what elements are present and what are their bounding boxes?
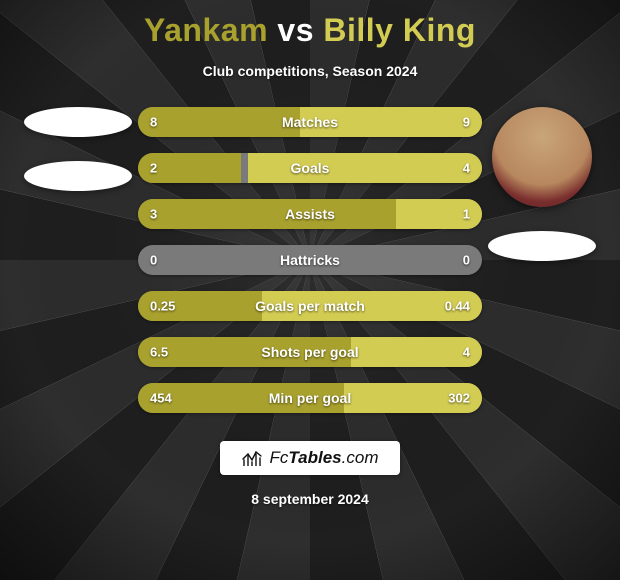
- stat-label: Assists: [285, 206, 335, 222]
- stat-bar: Shots per goal 6.5 4: [138, 337, 482, 367]
- stat-value-right: 4: [463, 345, 470, 360]
- player-right-column: [482, 107, 602, 261]
- subtitle: Club competitions, Season 2024: [203, 63, 418, 79]
- stat-value-right: 4: [463, 161, 470, 176]
- stat-label: Goals per match: [255, 298, 365, 314]
- watermark-bold: Tables: [288, 448, 341, 467]
- stat-value-right: 1: [463, 207, 470, 222]
- stat-value-right: 0: [463, 253, 470, 268]
- player2-badge-placeholder: [488, 231, 596, 261]
- stat-label: Goals: [291, 160, 330, 176]
- page-title: Yankam vs Billy King: [144, 12, 476, 49]
- player1-name: Yankam: [144, 12, 268, 48]
- player-left-column: [18, 107, 138, 191]
- watermark-text: FcTables.com: [270, 448, 379, 468]
- fctables-logo-icon: [242, 450, 264, 466]
- watermark-prefix: Fc: [270, 448, 289, 467]
- stat-bar: Goals per match 0.25 0.44: [138, 291, 482, 321]
- stat-bar-right-segment: [248, 153, 482, 183]
- stat-bar-left-segment: [138, 199, 396, 229]
- stat-label: Shots per goal: [261, 344, 358, 360]
- stat-bar: Hattricks 0 0: [138, 245, 482, 275]
- stat-label: Min per goal: [269, 390, 351, 406]
- stat-bar: Goals 2 4: [138, 153, 482, 183]
- player1-avatar-placeholder: [24, 107, 132, 137]
- stat-label: Matches: [282, 114, 338, 130]
- vs-label: vs: [277, 12, 314, 48]
- player2-name: Billy King: [323, 12, 476, 48]
- stat-value-left: 6.5: [150, 345, 168, 360]
- stat-value-right: 9: [463, 115, 470, 130]
- stat-label: Hattricks: [280, 252, 340, 268]
- main-row: Matches 8 9 Goals 2 4 Assists 3 1 Hattricks 0 0 Goal…: [0, 107, 620, 413]
- player2-avatar-photo: [492, 107, 592, 207]
- stat-value-left: 3: [150, 207, 157, 222]
- stat-value-left: 0.25: [150, 299, 175, 314]
- content-root: Yankam vs Billy King Club competitions, …: [0, 0, 620, 580]
- footer-date: 8 september 2024: [251, 491, 369, 507]
- stat-bar: Min per goal 454 302: [138, 383, 482, 413]
- stats-bars-column: Matches 8 9 Goals 2 4 Assists 3 1 Hattricks 0 0 Goal…: [138, 107, 482, 413]
- stat-bar: Matches 8 9: [138, 107, 482, 137]
- stat-value-right: 302: [448, 391, 470, 406]
- player1-badge-placeholder: [24, 161, 132, 191]
- stat-value-left: 8: [150, 115, 157, 130]
- watermark-suffix: .com: [342, 448, 379, 467]
- watermark-box: FcTables.com: [220, 441, 401, 475]
- stat-bar-left-segment: [138, 107, 300, 137]
- stat-value-right: 0.44: [445, 299, 470, 314]
- stat-value-left: 454: [150, 391, 172, 406]
- stat-value-left: 2: [150, 161, 157, 176]
- stat-value-left: 0: [150, 253, 157, 268]
- stat-bar: Assists 3 1: [138, 199, 482, 229]
